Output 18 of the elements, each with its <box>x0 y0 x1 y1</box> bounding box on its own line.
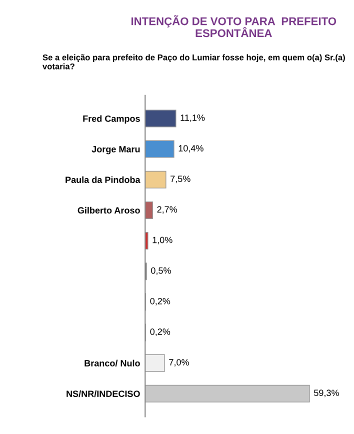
y-tick-label: NS/NR/INDECISO <box>66 390 140 398</box>
data-label: 7,5% <box>170 176 190 184</box>
data-label: 10,4% <box>178 145 204 153</box>
data-label: 0,2% <box>150 298 170 306</box>
y-tick-label: Branco/ Nulo <box>84 360 140 367</box>
data-label: 7,0% <box>169 359 189 367</box>
y-tick-label: Fred Campos <box>83 115 140 124</box>
data-label: 0,5% <box>151 267 171 275</box>
data-label: 59,3% <box>314 390 339 398</box>
chart-title: INTENÇÃO DE VOTO PARA PREFEITO ESPONTÂNEA <box>131 15 336 38</box>
data-label: 0,2% <box>150 328 170 336</box>
chart-subtitle: Se a eleição para prefeito de Paço do Lumiar fosse hoje, em quem o(a) Sr.(a) votaria? <box>42 54 345 70</box>
data-label: 11,1% <box>180 114 205 122</box>
y-tick-label: Gilberto Aroso <box>78 206 140 214</box>
data-label: 2,7% <box>157 206 178 214</box>
y-tick-label: Jorge Maru <box>92 146 140 154</box>
y-tick-label: Paula da Pindoba <box>66 176 140 183</box>
data-label: 1,0% <box>152 236 172 244</box>
